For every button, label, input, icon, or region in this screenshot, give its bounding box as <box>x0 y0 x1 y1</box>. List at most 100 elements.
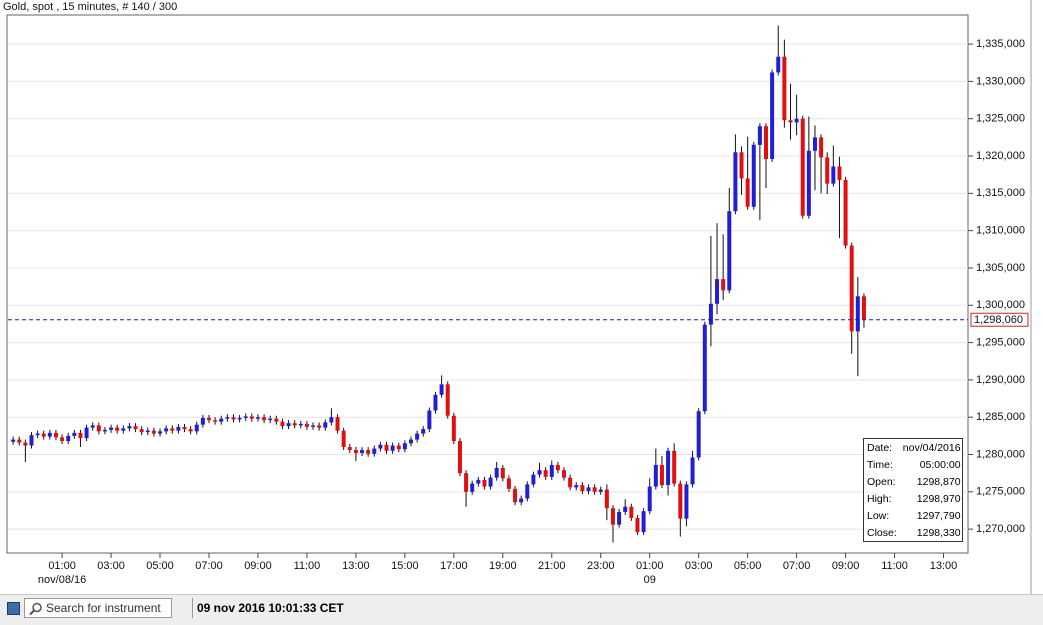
candle-body <box>531 474 536 485</box>
candle-body <box>347 447 352 451</box>
info-key: Date: <box>867 441 893 454</box>
candle-body <box>396 445 401 450</box>
x-tick-label: 09:00 <box>244 560 272 572</box>
candle-body <box>323 422 328 428</box>
info-value: 1298,870 <box>916 475 961 488</box>
y-tick-label: 1,305,000 <box>976 262 1025 274</box>
x-tick-label: 15:00 <box>391 560 419 572</box>
candle-body <box>617 511 622 525</box>
candle-body <box>653 464 658 487</box>
candle-body <box>194 424 199 432</box>
candle-body <box>109 427 114 430</box>
x-day-label: 09 <box>644 574 656 586</box>
info-value: 05:00:00 <box>919 458 961 471</box>
candle-body <box>525 484 530 499</box>
candle-body <box>47 432 52 437</box>
candle-body <box>770 72 775 160</box>
candle-body <box>298 423 303 426</box>
info-value: nov/04/2016 <box>902 441 961 454</box>
y-tick-label: 1,280,000 <box>976 448 1025 460</box>
candle-body <box>133 426 138 430</box>
candle-body <box>378 444 383 449</box>
x-tick-label: 19:00 <box>489 560 517 572</box>
x-tick-label: 07:00 <box>195 560 223 572</box>
x-tick-label: 07:00 <box>783 560 811 572</box>
x-tick-label: 13:00 <box>342 560 370 572</box>
candle-body <box>494 467 499 478</box>
candle-body <box>727 211 732 291</box>
x-tick-label: 03:00 <box>685 560 713 572</box>
candle-body <box>311 425 316 427</box>
candle-body <box>353 450 358 454</box>
candle-body <box>635 517 640 533</box>
x-tick-label: 03:00 <box>97 560 125 572</box>
candle-body <box>445 384 450 416</box>
candle-body <box>825 157 830 184</box>
x-tick-label: 11:00 <box>294 560 321 572</box>
info-key: Low: <box>867 509 890 522</box>
candle-body <box>702 324 707 412</box>
candle-body <box>274 418 279 422</box>
candle-body <box>592 487 597 492</box>
info-row: High: 1298,970 <box>864 490 964 507</box>
candle-body <box>562 470 567 478</box>
info-value: 1298,970 <box>916 492 961 505</box>
candle-body <box>470 483 475 492</box>
candle-body <box>225 417 230 419</box>
candle-body <box>855 296 860 332</box>
candle-body <box>843 179 848 246</box>
candle-body <box>421 429 426 434</box>
y-tick-label: 1,275,000 <box>976 486 1025 498</box>
candle-body <box>268 418 273 421</box>
candle-body <box>751 144 756 207</box>
candle-body <box>29 435 34 446</box>
chart-title: Gold, spot , 15 minutes, # 140 / 300 <box>3 1 177 13</box>
candle-body <box>170 428 175 431</box>
candle-body <box>335 417 340 431</box>
color-button[interactable] <box>7 602 20 615</box>
candle-body <box>72 432 77 436</box>
candle-body <box>90 425 95 428</box>
candle-body <box>488 477 493 487</box>
candle-body <box>482 479 487 487</box>
candle-body <box>672 450 677 484</box>
candle-body <box>806 150 811 216</box>
candle-body <box>476 479 481 484</box>
candle-body <box>745 178 750 207</box>
chart: Gold, spot , 15 minutes, # 140 / 300 1,2… <box>3 0 1032 594</box>
candle-body <box>684 484 689 519</box>
candle-body <box>610 508 615 525</box>
candle-body <box>666 450 671 486</box>
candle-body <box>708 303 713 325</box>
info-row: Time: 05:00:00 <box>864 456 964 473</box>
y-tick-label: 1,325,000 <box>976 113 1025 125</box>
candle-body <box>537 470 542 475</box>
candle-body <box>604 489 609 509</box>
info-value: 1297,790 <box>916 509 961 522</box>
info-box: Date: nov/04/2016 Time: 05:00:00 Open: 1298,8… <box>863 438 963 542</box>
candle-body <box>861 296 866 320</box>
search-placeholder: Search for instrument <box>46 601 161 615</box>
search-icon <box>29 602 42 616</box>
x-tick-label: 17:00 <box>440 560 468 572</box>
candle-body <box>237 417 242 420</box>
candle-body <box>812 137 817 151</box>
x-tick-label: 11:00 <box>881 560 908 572</box>
candle-body <box>151 430 156 434</box>
candle-body <box>213 420 218 422</box>
last-price-box <box>970 312 1029 327</box>
search-box[interactable]: Search for instrument <box>24 598 172 618</box>
candle-body <box>304 423 309 427</box>
candle-body <box>182 426 187 430</box>
y-tick-label: 1,335,000 <box>976 38 1025 50</box>
candle-body <box>733 152 738 212</box>
candle-body <box>262 417 267 421</box>
candle-body <box>464 473 469 492</box>
x-tick-label: 01:00 <box>48 560 76 572</box>
candle-body <box>360 450 365 454</box>
candle-body <box>384 444 389 451</box>
candle-body <box>586 487 591 492</box>
candle-body <box>647 486 652 512</box>
candle-body <box>176 426 181 431</box>
